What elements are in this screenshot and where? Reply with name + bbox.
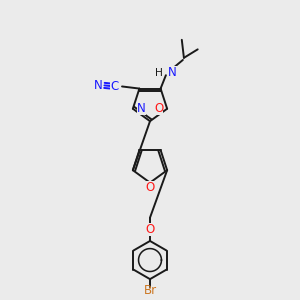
Text: Br: Br	[143, 284, 157, 297]
Text: O: O	[146, 223, 154, 236]
Text: N: N	[94, 79, 103, 92]
Text: N: N	[137, 102, 146, 115]
Text: N: N	[168, 66, 177, 79]
Text: O: O	[154, 102, 163, 115]
Text: H: H	[155, 68, 163, 78]
Text: C: C	[111, 80, 119, 93]
Text: O: O	[146, 181, 154, 194]
